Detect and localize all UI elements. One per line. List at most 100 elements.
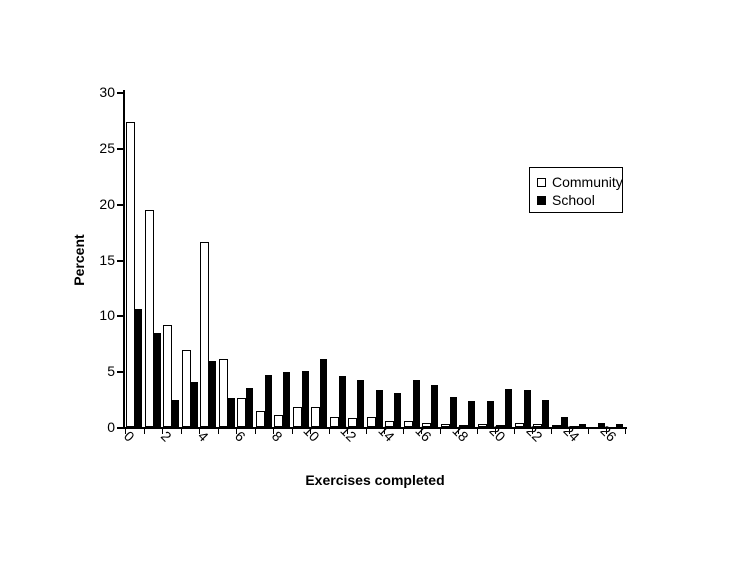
x-tick [384, 429, 385, 434]
x-tick-label: 0 [120, 427, 138, 445]
y-tick-label: 25 [99, 140, 115, 156]
legend-entry-community: Community [537, 173, 623, 191]
x-tick [477, 429, 478, 434]
x-tick [347, 429, 348, 434]
school-bar [598, 423, 605, 427]
school-bar [320, 359, 327, 427]
y-tick-label: 15 [99, 252, 115, 268]
y-tick-label: 30 [99, 84, 115, 100]
community-bar [293, 407, 302, 427]
community-bar [274, 415, 283, 427]
community-bar [256, 411, 265, 427]
x-tick [329, 429, 330, 434]
x-tick-label: 8 [268, 427, 286, 445]
x-tick [310, 429, 311, 434]
y-tick [117, 371, 123, 373]
community-bar [478, 424, 487, 427]
school-bar [172, 400, 179, 427]
x-tick [366, 429, 367, 434]
legend-label-community: Community [552, 174, 623, 190]
community-bar [219, 359, 228, 427]
x-tick [162, 429, 163, 434]
school-bar [413, 380, 420, 427]
y-tick-label: 20 [99, 196, 115, 212]
community-bar [422, 423, 431, 427]
community-bar [385, 421, 394, 427]
x-tick [421, 429, 422, 434]
y-axis-line [123, 90, 125, 429]
x-tick [458, 429, 459, 434]
y-tick-label: 5 [107, 363, 115, 379]
x-tick [292, 429, 293, 434]
school-bar [394, 393, 401, 427]
school-bar [450, 397, 457, 427]
community-swatch-icon [537, 177, 546, 187]
school-bar [154, 333, 161, 427]
community-bar [237, 398, 246, 427]
legend: Community School [529, 167, 623, 213]
school-bar [135, 309, 142, 427]
school-bar [561, 417, 568, 427]
y-tick [117, 260, 123, 262]
y-tick-label: 0 [107, 419, 115, 435]
legend-entry-school: School [537, 191, 622, 209]
x-tick [495, 429, 496, 434]
x-tick [588, 429, 589, 434]
community-bar [200, 242, 209, 427]
community-bar [330, 417, 339, 427]
school-bar [505, 389, 512, 427]
school-bar [302, 371, 309, 427]
x-tick-label: 4 [194, 427, 212, 445]
school-bar [228, 398, 235, 427]
community-bar [441, 424, 450, 427]
school-bar [579, 424, 586, 427]
x-tick [273, 429, 274, 434]
school-bar [431, 385, 438, 427]
community-bar [348, 418, 357, 427]
y-tick-label: 10 [99, 307, 115, 323]
school-bar [283, 372, 290, 427]
school-bar [191, 382, 198, 427]
community-bar [126, 122, 135, 427]
x-tick [569, 429, 570, 434]
x-tick [255, 429, 256, 434]
x-tick [218, 429, 219, 434]
y-tick [117, 427, 123, 429]
x-tick [551, 429, 552, 434]
community-bar [145, 210, 154, 427]
legend-label-school: School [552, 192, 595, 208]
community-bar [515, 423, 524, 427]
x-tick [532, 429, 533, 434]
x-tick-label: 6 [231, 427, 249, 445]
community-bar [182, 350, 191, 427]
school-bar [339, 376, 346, 427]
x-axis-title: Exercises completed [305, 472, 445, 488]
x-tick [403, 429, 404, 434]
school-bar [376, 390, 383, 427]
school-bar [209, 361, 216, 427]
community-bar [459, 425, 468, 427]
community-bar [311, 407, 320, 427]
x-tick [606, 429, 607, 434]
school-bar [616, 424, 623, 427]
community-bar [533, 424, 542, 427]
y-tick [117, 92, 123, 94]
y-tick [117, 148, 123, 150]
y-axis-title: Percent [71, 234, 87, 286]
school-bar [265, 375, 272, 427]
x-tick [199, 429, 200, 434]
x-tick-label: 2 [157, 427, 175, 445]
school-bar [487, 401, 494, 427]
community-bar [570, 426, 579, 428]
x-tick [625, 429, 626, 434]
x-tick [236, 429, 237, 434]
x-tick [144, 429, 145, 434]
community-bar [552, 425, 561, 427]
x-tick [125, 429, 126, 434]
school-bar [524, 390, 531, 427]
x-tick [514, 429, 515, 434]
school-bar [542, 400, 549, 427]
school-bar [357, 380, 364, 427]
community-bar [367, 417, 376, 427]
